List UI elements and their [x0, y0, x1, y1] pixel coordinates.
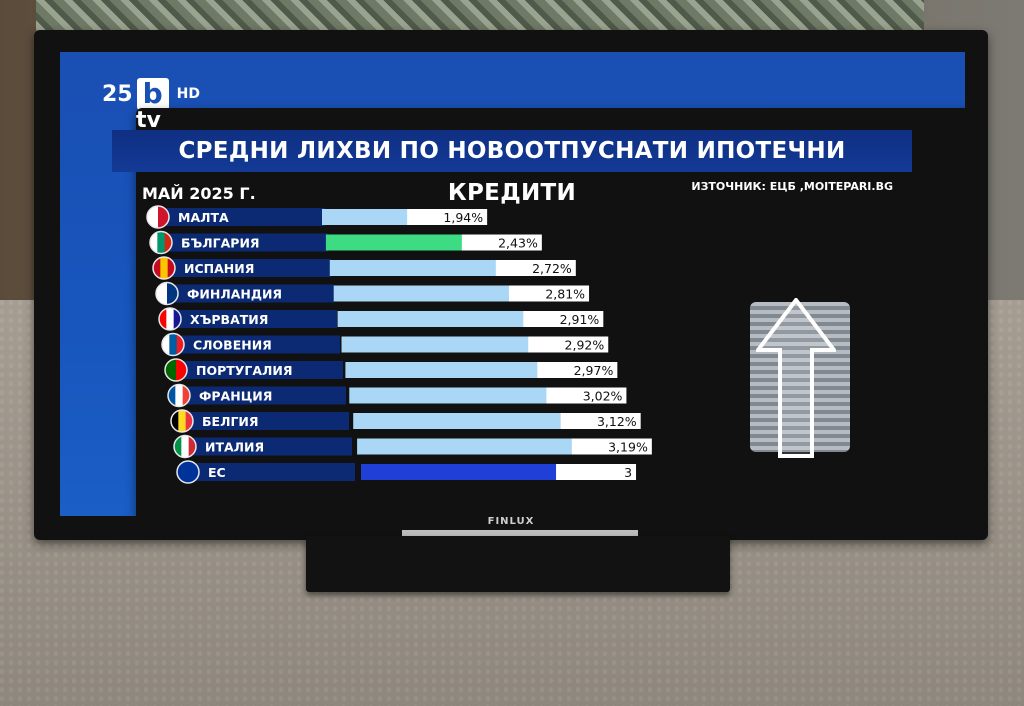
bar — [329, 260, 502, 276]
country-label-band — [180, 463, 355, 481]
bar — [353, 413, 567, 429]
country-label-band — [159, 284, 334, 303]
value-label-box — [571, 438, 652, 455]
chart-title: СРЕДНИ ЛИХВИ ПО НОВООТПУСНАТИ ИПОТЕЧНИ К… — [112, 130, 912, 206]
country-label-band — [153, 233, 328, 252]
country-label-band — [165, 335, 340, 354]
spain-flag-icon — [152, 256, 176, 280]
bar — [357, 438, 578, 455]
data-label: 2,92% — [565, 338, 605, 353]
category-label: БЕЛГИЯ — [202, 414, 259, 429]
bar — [341, 336, 535, 353]
malta-flag-icon — [146, 205, 170, 229]
percent-icon: % — [742, 186, 839, 298]
country-label-band — [150, 208, 325, 226]
italy-flag-icon — [173, 434, 197, 459]
category-label: ФИНЛАНДИЯ — [187, 287, 282, 302]
eu-flag-icon — [176, 460, 200, 484]
data-label: 2,91% — [560, 312, 600, 327]
value-label-box — [407, 209, 488, 225]
data-label: 2,72% — [532, 261, 572, 276]
country-label-band — [156, 259, 331, 277]
category-label: ХЪРВАТИЯ — [190, 312, 268, 327]
croatia-flag-icon — [158, 307, 182, 331]
value-label-box — [509, 285, 590, 302]
data-label: 2,81% — [545, 287, 585, 302]
category-label: ИТАЛИЯ — [205, 440, 264, 455]
france-flag-icon — [167, 383, 191, 408]
country-label-band — [171, 386, 346, 405]
finland-flag-icon — [155, 281, 179, 306]
value-label-box — [461, 234, 542, 251]
data-label: 3,02% — [583, 389, 623, 404]
category-label: ИСПАНИЯ — [184, 261, 254, 276]
tv-brand-label: FINLUX — [487, 516, 535, 527]
category-label: БЪЛГАРИЯ — [181, 236, 260, 251]
bar — [333, 285, 516, 302]
value-label-box — [546, 387, 627, 404]
logo-letter: b — [136, 78, 169, 110]
value-label-box — [560, 413, 641, 429]
data-label: 2,97% — [574, 363, 614, 378]
category-label: МАЛТА — [178, 210, 229, 225]
portugal-flag-icon — [164, 358, 188, 382]
value-label-box — [528, 336, 609, 353]
tv-stand — [306, 536, 730, 592]
bulgaria-flag-icon — [149, 230, 173, 255]
bar — [361, 464, 563, 480]
logo-number: 25 — [102, 81, 133, 107]
value-label-box — [556, 464, 637, 480]
bar-chart: МАЛТА 1,94% БЪЛГАРИЯ 2,43% ИСПАНИЯ 2,72% ФИНЛА… — [146, 205, 652, 484]
bar — [322, 209, 414, 225]
country-label-band — [168, 361, 343, 379]
country-label-band — [162, 310, 337, 328]
logo-hd: HD — [176, 86, 200, 102]
data-label: 1,94% — [443, 210, 483, 225]
data-label: 2,43% — [498, 236, 538, 251]
chart-source: ИЗТОЧНИК: ЕЦБ ,MOITEPARI.BG — [691, 180, 893, 193]
chart-subtitle: МАЙ 2025 Г. — [142, 184, 256, 203]
tv-stand-neck — [402, 530, 638, 540]
category-label: ЕС — [208, 465, 226, 480]
data-label: 3 — [624, 465, 632, 480]
bar — [337, 311, 530, 327]
data-label: 3,19% — [608, 440, 648, 455]
value-label-box — [537, 362, 618, 378]
category-label: СЛОВЕНИЯ — [193, 338, 272, 353]
bar — [345, 362, 544, 378]
slovenia-flag-icon — [161, 332, 185, 357]
country-label-band — [177, 437, 352, 456]
data-label: 3,12% — [597, 414, 637, 429]
up-arrow-icon — [756, 298, 836, 458]
tv-screen: 25 b tv HD СРЕДНИ ЛИХВИ ПО НОВООТПУСНАТИ… — [60, 52, 965, 516]
bar — [349, 387, 553, 404]
coin-stack-icon — [750, 302, 850, 452]
country-label-band — [174, 412, 349, 430]
value-label-box — [495, 260, 576, 276]
value-label-box — [523, 311, 604, 327]
category-label: ФРАНЦИЯ — [199, 389, 272, 404]
belgium-flag-icon — [170, 409, 194, 433]
category-label: ПОРТУГАЛИЯ — [196, 363, 293, 378]
bar — [325, 234, 468, 251]
